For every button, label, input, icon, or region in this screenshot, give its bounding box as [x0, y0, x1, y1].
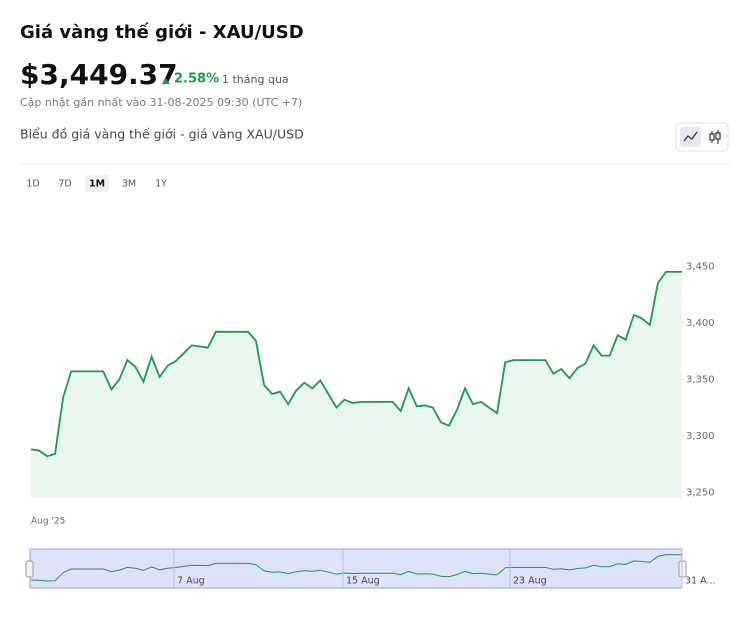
range-button[interactable]: 1D — [26, 179, 39, 190]
candle-view-button[interactable] — [709, 130, 721, 144]
change: 2.58% — [174, 72, 219, 87]
range-button[interactable]: 1Y — [155, 179, 167, 190]
area-fill — [31, 271, 682, 498]
page-title: Giá vàng thế giới - XAU/USD — [20, 22, 304, 43]
chart-heading: Biểu đồ giá vàng thế giới - giá vàng XAU… — [20, 127, 304, 142]
y-tick-label: 3,400 — [686, 318, 715, 329]
navigator-line — [30, 554, 682, 582]
navigator-window[interactable] — [29, 548, 683, 589]
y-tick-label: 3,450 — [686, 261, 715, 272]
up-arrow — [162, 78, 170, 84]
updated: Cập nhật gần nhất vào 31-08-2025 09:30 (… — [20, 96, 302, 109]
y-tick-label: 3,300 — [686, 431, 715, 442]
y-tick-label: 3,350 — [686, 374, 715, 385]
range-button[interactable]: 3M — [122, 179, 136, 190]
price: $3,449.37 — [20, 58, 178, 91]
x-axis-label: Aug '25 — [31, 517, 65, 527]
price-line — [30, 271, 682, 458]
navigator-label: 23 Aug — [513, 576, 547, 587]
y-tick-label: 3,250 — [686, 487, 715, 498]
line-icon — [683, 131, 698, 142]
range-button[interactable]: 1M — [89, 179, 105, 190]
navigator-handle[interactable] — [25, 560, 34, 578]
navigator-label: 31 A... — [685, 576, 716, 587]
line-view-button[interactable] — [680, 127, 701, 147]
period: 1 tháng qua — [222, 73, 289, 86]
range-selected[interactable] — [85, 175, 109, 192]
navigator-label: 7 Aug — [177, 576, 205, 587]
range-button[interactable]: 7D — [58, 179, 71, 190]
navigator-label: 15 Aug — [346, 576, 380, 587]
